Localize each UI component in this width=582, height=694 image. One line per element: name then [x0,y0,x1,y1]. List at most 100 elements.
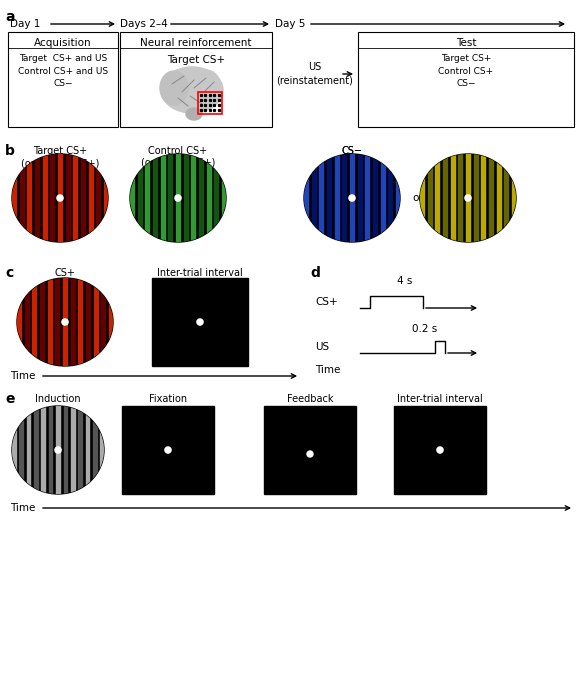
Polygon shape [420,153,424,243]
Polygon shape [207,153,211,243]
Polygon shape [56,405,60,495]
Bar [358,32,574,127]
Text: e: e [5,392,15,406]
Polygon shape [109,277,113,367]
Ellipse shape [130,154,226,242]
Text: Test: Test [456,38,476,48]
Polygon shape [55,277,59,367]
Circle shape [437,447,443,453]
Polygon shape [17,277,21,367]
Circle shape [165,447,171,453]
Bar [152,278,248,366]
Polygon shape [20,153,23,243]
Bar [394,406,486,494]
Text: b: b [5,144,15,158]
Ellipse shape [420,154,516,242]
Polygon shape [396,153,400,243]
Text: CS+: CS+ [315,297,338,307]
Bar [198,92,222,114]
Ellipse shape [12,154,108,242]
Polygon shape [94,277,98,367]
Polygon shape [63,405,67,495]
Polygon shape [335,153,339,243]
Polygon shape [71,405,74,495]
Polygon shape [130,153,134,243]
Circle shape [57,195,63,201]
Text: Day 5: Day 5 [275,19,306,29]
Text: Time: Time [10,503,36,513]
Text: 4 s: 4 s [398,276,413,286]
Text: Control CS+
(or target CS+): Control CS+ (or target CS+) [141,146,215,168]
Polygon shape [48,277,52,367]
Text: d: d [310,266,320,280]
Polygon shape [12,405,16,495]
Polygon shape [215,153,218,243]
Polygon shape [443,153,447,243]
Polygon shape [27,153,31,243]
Polygon shape [489,153,493,243]
Text: Inter-trial interval
(6 s): Inter-trial interval (6 s) [397,394,483,416]
Polygon shape [497,153,501,243]
Circle shape [349,195,355,201]
Circle shape [197,319,203,325]
Polygon shape [101,277,105,367]
Ellipse shape [161,67,223,113]
Bar [122,406,214,494]
Text: Target CS+
(or control CS+): Target CS+ (or control CS+) [21,146,99,168]
Text: Acquisition: Acquisition [34,38,92,48]
Text: Fixation
(7 s): Fixation (7 s) [149,394,187,416]
Polygon shape [27,405,30,495]
Bar [120,32,272,127]
Polygon shape [19,405,23,495]
Text: CS−: CS− [342,146,363,156]
Polygon shape [505,153,508,243]
Polygon shape [350,153,354,243]
Text: c: c [5,266,13,280]
Polygon shape [512,153,516,243]
Polygon shape [168,153,172,243]
Text: CS−: CS− [342,146,363,156]
Polygon shape [342,153,346,243]
Polygon shape [320,153,323,243]
Ellipse shape [12,406,104,494]
Polygon shape [58,153,62,243]
Ellipse shape [17,278,113,366]
Polygon shape [327,153,331,243]
Polygon shape [79,277,82,367]
Text: Day 1: Day 1 [10,19,40,29]
Polygon shape [41,405,45,495]
Polygon shape [73,153,77,243]
Text: Target CS+
Control CS+
CS−: Target CS+ Control CS+ CS− [438,54,494,88]
Polygon shape [40,277,44,367]
Polygon shape [304,153,308,243]
Polygon shape [81,153,85,243]
Text: Target CS+: Target CS+ [167,55,225,65]
Polygon shape [222,153,226,243]
Polygon shape [466,153,470,243]
Polygon shape [89,153,93,243]
Circle shape [62,319,68,325]
Polygon shape [104,153,108,243]
Polygon shape [51,153,54,243]
Polygon shape [93,405,97,495]
Text: Neural reinforcement: Neural reinforcement [140,38,252,48]
Polygon shape [138,153,141,243]
Bar [8,32,118,127]
Ellipse shape [160,71,188,105]
Polygon shape [428,153,431,243]
Text: CS+
(4 s): CS+ (4 s) [54,268,76,290]
Text: Target  CS+ and US
Control CS+ and US
CS−: Target CS+ and US Control CS+ and US CS− [18,54,108,88]
Text: 0.2 s: 0.2 s [413,324,438,334]
Polygon shape [481,153,485,243]
Polygon shape [459,153,462,243]
Ellipse shape [304,154,400,242]
Text: a: a [5,10,15,24]
Ellipse shape [191,70,221,106]
Polygon shape [33,277,36,367]
Polygon shape [146,153,149,243]
Circle shape [55,447,61,453]
Circle shape [465,195,471,201]
Text: US: US [315,342,329,352]
Polygon shape [35,153,39,243]
Bar [264,406,356,494]
